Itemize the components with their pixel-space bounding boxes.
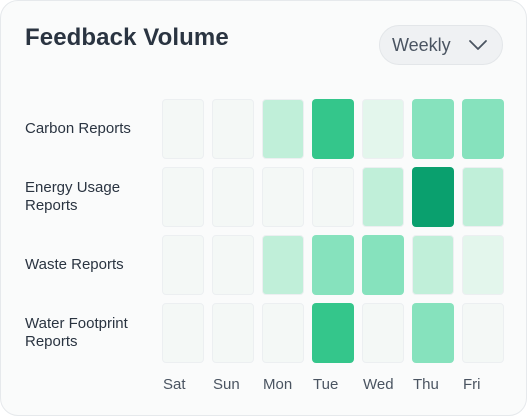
heatmap-cell[interactable] (312, 235, 354, 295)
heatmap-cell[interactable] (162, 99, 204, 159)
column-label: Sat (163, 376, 186, 393)
heatmap-cell[interactable] (212, 167, 254, 227)
heatmap-cell[interactable] (162, 303, 204, 363)
heatmap-cell[interactable] (212, 303, 254, 363)
heatmap-cell[interactable] (212, 235, 254, 295)
heatmap-cell[interactable] (362, 235, 404, 295)
chevron-down-icon (469, 40, 487, 50)
card-title: Feedback Volume (25, 24, 229, 51)
heatmap-cell[interactable] (362, 99, 404, 159)
column-label: Fri (463, 376, 481, 393)
column-label: Sun (213, 376, 240, 393)
column-label: Wed (363, 376, 394, 393)
heatmap-cell[interactable] (262, 99, 304, 159)
heatmap-cell[interactable] (212, 99, 254, 159)
row-label-line: Reports (25, 197, 78, 214)
heatmap-cell[interactable] (262, 303, 304, 363)
heatmap-cell[interactable] (462, 303, 504, 363)
heatmap-cell[interactable] (162, 235, 204, 295)
heatmap-cell[interactable] (162, 167, 204, 227)
row-label-line: Carbon Reports (25, 120, 131, 137)
row-label: Energy Usage Reports (25, 179, 120, 215)
column-label: Thu (413, 376, 439, 393)
column-label: Mon (263, 376, 293, 393)
heatmap-cell[interactable] (412, 303, 454, 363)
heatmap-cell[interactable] (412, 235, 454, 295)
heatmap-cell[interactable] (462, 99, 504, 159)
heatmap-cell[interactable] (362, 303, 404, 363)
heatmap-cell[interactable] (462, 235, 504, 295)
heatmap-cell[interactable] (262, 167, 304, 227)
column-label: Tue (313, 376, 339, 393)
row-label-line: Reports (25, 333, 78, 350)
row-label-line: Energy Usage (25, 179, 121, 196)
row-label: Water Footprint Reports (25, 315, 128, 351)
period-dropdown-value: Weekly (392, 35, 451, 55)
row-label-line: Waste Reports (25, 256, 124, 273)
row-label: Carbon Reports (25, 120, 131, 138)
heatmap-cell[interactable] (312, 303, 354, 363)
heatmap-cell[interactable] (412, 167, 454, 227)
period-dropdown[interactable]: Weekly (379, 25, 503, 65)
row-label-line: Water Footprint (25, 315, 128, 332)
heatmap-cell[interactable] (362, 167, 404, 227)
heatmap-cell[interactable] (312, 99, 354, 159)
heatmap-cell[interactable] (312, 167, 354, 227)
heatmap-cell[interactable] (262, 235, 304, 295)
heatmap-cell[interactable] (412, 99, 454, 159)
row-label: Waste Reports (25, 256, 124, 274)
heatmap-cell[interactable] (462, 167, 504, 227)
